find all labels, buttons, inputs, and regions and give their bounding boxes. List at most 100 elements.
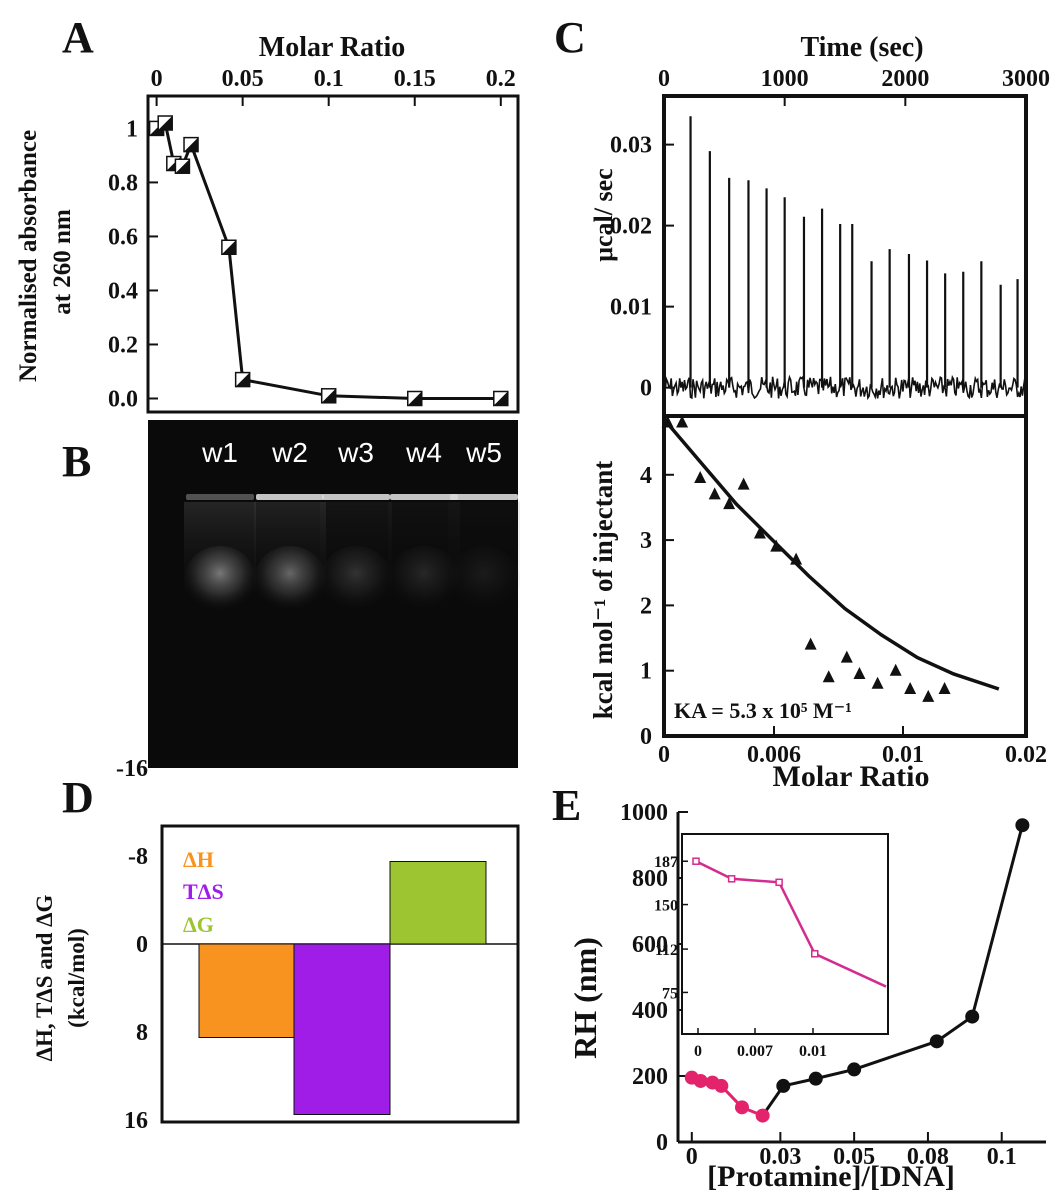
y-tick-label: 0.01 bbox=[610, 295, 652, 321]
y-tick-label: 4 bbox=[640, 463, 652, 489]
panel-d: D ΔH, TΔS and ΔG (kcal/mol) -16 -8 0 8 16 ΔH… bbox=[32, 756, 520, 1134]
panel-e-inset-frame bbox=[681, 833, 889, 1035]
x-tick-label: 0.05 bbox=[833, 1144, 875, 1170]
y-tick-label: 200 bbox=[632, 1064, 668, 1090]
y-tick-label: 1 bbox=[126, 116, 138, 142]
panel-d-y-axis: -16 -8 0 8 16 bbox=[116, 756, 518, 1134]
data-marker-fill bbox=[175, 159, 190, 174]
y-tick-label: 400 bbox=[632, 998, 668, 1024]
inset-point bbox=[692, 857, 700, 865]
data-point bbox=[770, 539, 783, 552]
gel-band-well bbox=[322, 494, 390, 500]
x-tick-label: 0.02 bbox=[1005, 742, 1047, 768]
x-tick-label: 0.15 bbox=[394, 66, 436, 92]
y-tick-label: 0.0 bbox=[108, 386, 138, 412]
inset-y-tick-label: 75 bbox=[662, 985, 678, 1002]
gel-smear-core bbox=[388, 546, 460, 614]
x-tick-label: 0.03 bbox=[759, 1144, 801, 1170]
legend-entry: TΔS bbox=[183, 879, 224, 904]
data-point bbox=[929, 1034, 944, 1049]
data-point bbox=[693, 1073, 708, 1088]
panel-c-top-xlabel: Time (sec) bbox=[800, 32, 923, 63]
data-point bbox=[776, 1078, 791, 1093]
y-tick-label: 2 bbox=[640, 593, 652, 619]
panel-a-xlabel: Molar Ratio bbox=[259, 32, 405, 63]
panel-a-ylabel-line1: Normalised absorbance bbox=[15, 130, 42, 382]
panel-a-y-axis: 1 0.8 0.6 0.4 0.2 0.0 bbox=[108, 116, 158, 412]
bar bbox=[389, 861, 487, 945]
y-tick-label: 0.8 bbox=[108, 170, 138, 196]
panel-c: C Time (sec) μcal/ sec kcal mol⁻¹ of inj… bbox=[554, 13, 1050, 793]
panel-d-legend: ΔH TΔS ΔG bbox=[183, 847, 224, 937]
data-point bbox=[714, 1078, 729, 1093]
x-tick-label: 0 bbox=[658, 742, 670, 768]
gel-band-well bbox=[186, 494, 254, 500]
gel-smear-core bbox=[254, 546, 326, 614]
data-point bbox=[965, 1009, 980, 1024]
panel-d-frame bbox=[160, 824, 520, 1124]
inset-point bbox=[727, 875, 736, 883]
gel-band-well bbox=[256, 494, 324, 500]
data-marker-fill bbox=[158, 116, 173, 131]
data-point bbox=[694, 471, 707, 484]
data-point bbox=[808, 1071, 823, 1086]
inset-point bbox=[775, 878, 783, 887]
gel-lane-label: w2 bbox=[271, 437, 308, 468]
panel-e-ylabel: RH (nm) bbox=[567, 937, 603, 1059]
bar bbox=[293, 943, 391, 1115]
y-tick-label: 600 bbox=[632, 932, 668, 958]
gel-lane-label: w3 bbox=[337, 437, 374, 468]
y-tick-label: 0 bbox=[656, 1130, 668, 1156]
panel-a-frame bbox=[146, 94, 520, 414]
gel-band-well bbox=[450, 494, 518, 500]
x-tick-label: 0.08 bbox=[907, 1144, 949, 1170]
data-point bbox=[938, 681, 951, 694]
gel-smear-core bbox=[184, 546, 256, 614]
inset-x-tick-label: 0.01 bbox=[799, 1043, 827, 1060]
x-tick-label: 0.01 bbox=[882, 742, 924, 768]
y-tick-label: 0 bbox=[640, 724, 652, 750]
data-point bbox=[790, 552, 803, 565]
data-point bbox=[804, 637, 817, 650]
y-tick-label: -16 bbox=[116, 756, 148, 782]
data-point bbox=[755, 1108, 770, 1123]
panel-c-label: C bbox=[554, 13, 586, 62]
inset-y-tick-label: 187 bbox=[654, 854, 678, 871]
panel-c-top-frame bbox=[662, 94, 1028, 418]
data-point bbox=[723, 497, 736, 510]
x-tick-label: 0 bbox=[658, 66, 670, 92]
panel-b: B w1 w2 w3 w4 w5 bbox=[62, 420, 520, 768]
data-point bbox=[904, 681, 917, 694]
data-point bbox=[871, 676, 884, 689]
panel-c-bottom-plot bbox=[661, 415, 1000, 702]
inset-x-tick-label: 0 bbox=[694, 1043, 702, 1060]
gel-band-well bbox=[390, 494, 458, 500]
gel-lane-label: w1 bbox=[201, 437, 238, 468]
panel-c-bottom-axes: 4 3 2 1 00 0.006 0.01 0.02 bbox=[640, 463, 1047, 768]
panel-a-ylabel-line2: at 260 nm bbox=[49, 209, 76, 315]
y-tick-label: 1000 bbox=[620, 800, 668, 826]
y-tick-label: 1 bbox=[640, 659, 652, 685]
data-point bbox=[1015, 818, 1030, 833]
panel-a-x-axis: 0 0.05 0.1 0.15 0.2 bbox=[151, 66, 516, 106]
x-tick-label: 0.1 bbox=[987, 1144, 1017, 1170]
data-marker-fill bbox=[321, 388, 336, 403]
panel-e-plot bbox=[684, 818, 1030, 1123]
data-point bbox=[853, 666, 866, 679]
bar bbox=[198, 943, 296, 1038]
data-point bbox=[889, 663, 902, 676]
legend-entry: ΔG bbox=[183, 912, 214, 937]
data-point bbox=[753, 526, 766, 539]
gel-lane-label: w4 bbox=[405, 437, 442, 468]
panel-d-label: D bbox=[62, 773, 94, 822]
panel-d-plot bbox=[198, 861, 487, 1115]
x-tick-label: 3000 bbox=[1002, 66, 1050, 92]
x-tick-label: 0 bbox=[151, 66, 163, 92]
panel-a-label: A bbox=[62, 13, 94, 62]
panel-e-xlabel: [Protamine]/[DNA] bbox=[707, 1160, 955, 1193]
data-line bbox=[155, 120, 501, 400]
inset-x-tick-label: 0.007 bbox=[737, 1043, 773, 1060]
x-tick-label: 0.1 bbox=[314, 66, 344, 92]
x-tick-label: 1000 bbox=[761, 66, 809, 92]
gel-lane-label: w5 bbox=[465, 437, 502, 468]
